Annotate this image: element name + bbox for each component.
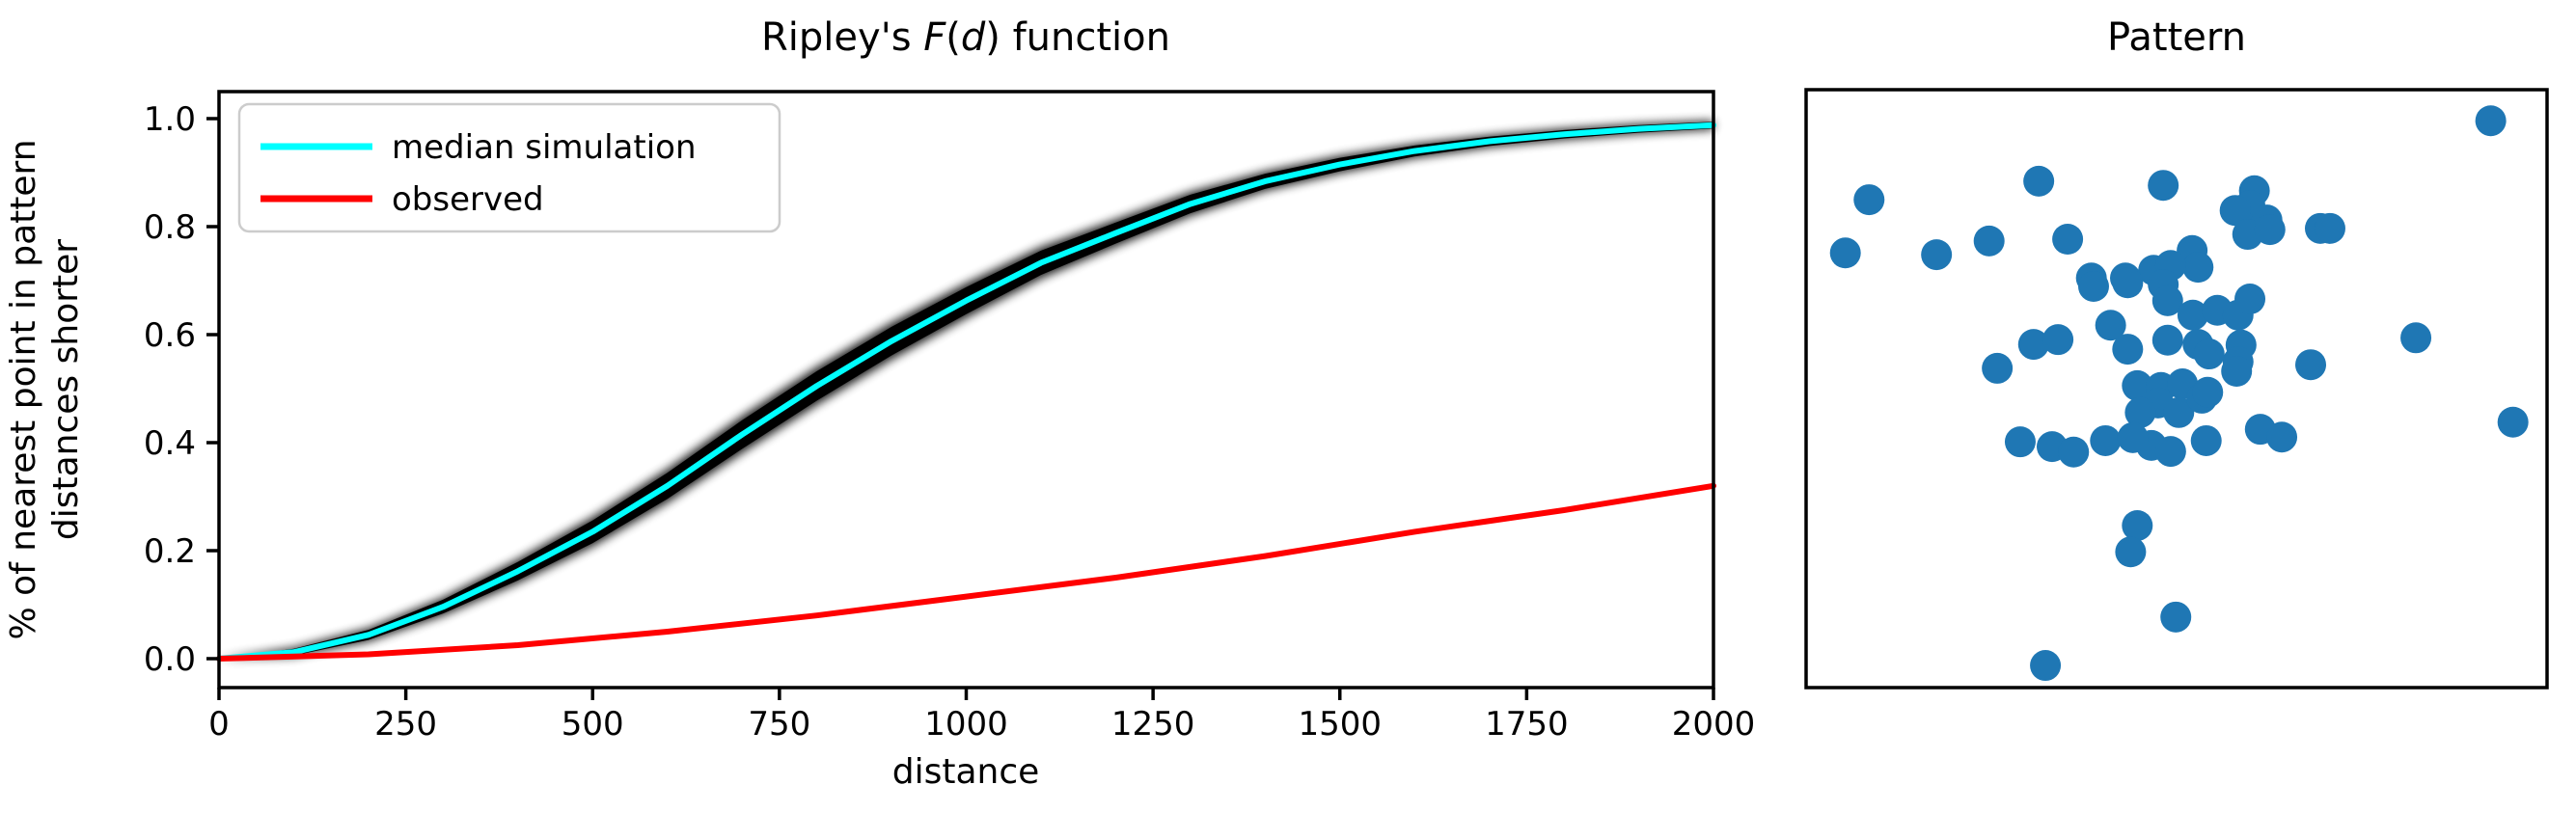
scatter-point bbox=[2497, 406, 2529, 438]
scatter-point bbox=[2190, 424, 2222, 456]
legend-entry-label: median simulation bbox=[392, 128, 697, 167]
y-axis-label-line-1: % of nearest point in pattern bbox=[4, 139, 43, 639]
scatter-point bbox=[2295, 349, 2327, 381]
scatter-point bbox=[2052, 224, 2084, 255]
y-axis: 0.0 0.2 0.4 0.6 0.8 1.0 bbox=[144, 100, 219, 679]
left-chart: 0 250 500 750 1000 1250 1500 1750 2000 0.0 0.2 0.4… bbox=[4, 15, 1755, 792]
scatter-point bbox=[2042, 324, 2074, 356]
scatter-point bbox=[2266, 421, 2298, 453]
x-tick-label: 750 bbox=[748, 705, 810, 744]
y-tick-label: 0.4 bbox=[144, 424, 196, 463]
x-tick-label: 250 bbox=[374, 705, 437, 744]
scatter-point bbox=[1973, 225, 2005, 257]
scatter-point bbox=[2314, 212, 2345, 244]
scatter-point bbox=[2148, 170, 2179, 202]
scatter-point bbox=[2177, 299, 2208, 331]
legend-entry-label: observed bbox=[392, 180, 544, 219]
scatter-point bbox=[2182, 252, 2214, 284]
scatter-point bbox=[1982, 352, 2014, 384]
scatter-point bbox=[2115, 536, 2147, 568]
scatter-point bbox=[2151, 324, 2183, 356]
scatter-point bbox=[2122, 369, 2153, 401]
scatter-point bbox=[2122, 509, 2153, 541]
y-axis-label-line-2: distances shorter bbox=[46, 239, 86, 540]
scatter-point bbox=[2124, 396, 2156, 428]
scatter-point bbox=[2112, 267, 2144, 299]
scatter-point bbox=[2475, 105, 2507, 137]
x-tick-label: 1750 bbox=[1485, 705, 1569, 744]
scatter-point bbox=[2160, 601, 2192, 633]
scatter-point bbox=[2023, 165, 2055, 197]
scatter-point bbox=[2058, 436, 2090, 468]
x-tick-label: 500 bbox=[562, 705, 624, 744]
left-chart-title: Ripley's F(d) function bbox=[761, 15, 1170, 60]
scatter-point bbox=[2154, 436, 2186, 468]
scatter-point bbox=[1921, 239, 1953, 271]
scatter-point bbox=[2219, 195, 2251, 227]
y-tick-label: 0.6 bbox=[144, 316, 196, 355]
y-tick-label: 0.8 bbox=[144, 208, 196, 247]
scatter-point bbox=[2254, 214, 2286, 246]
scatter-point bbox=[2163, 396, 2195, 428]
x-tick-label: 1500 bbox=[1298, 705, 1382, 744]
envelope-core-polygon bbox=[219, 122, 1713, 660]
scatter-point bbox=[2004, 426, 2036, 458]
legend: median simulation observed bbox=[237, 102, 781, 233]
right-chart-title: Pattern bbox=[2107, 15, 2246, 60]
simulation-envelope-band bbox=[219, 121, 1713, 660]
y-tick-label: 1.0 bbox=[144, 100, 196, 139]
scatter-point bbox=[2234, 284, 2266, 314]
y-tick-label: 0.0 bbox=[144, 640, 196, 679]
scatter-point bbox=[2192, 376, 2224, 408]
scatter-point bbox=[2095, 310, 2126, 341]
x-axis: 0 250 500 750 1000 1250 1500 1750 2000 bbox=[208, 688, 1755, 744]
scatter-point bbox=[2221, 356, 2253, 388]
legend-frame bbox=[237, 102, 781, 233]
scatter-point bbox=[2077, 270, 2109, 302]
x-tick-label: 1250 bbox=[1111, 705, 1195, 744]
scatter-point bbox=[1853, 184, 1885, 216]
x-tick-label: 0 bbox=[208, 705, 230, 744]
observed-line bbox=[216, 482, 1716, 662]
scatter-point bbox=[2193, 338, 2225, 370]
median-simulation-line bbox=[216, 122, 1716, 662]
y-tick-label: 0.2 bbox=[144, 532, 196, 571]
scatter-point bbox=[2400, 322, 2432, 354]
scatter-point bbox=[2030, 650, 2062, 682]
x-tick-label: 1000 bbox=[924, 705, 1008, 744]
right-chart: Pattern bbox=[1804, 15, 2549, 690]
scatter-point bbox=[2017, 329, 2049, 361]
scatter-points bbox=[1829, 105, 2529, 682]
scatter-point bbox=[2112, 334, 2144, 365]
x-tick-label: 2000 bbox=[1672, 705, 1756, 744]
scatter-point bbox=[1829, 237, 1861, 269]
x-axis-label: distance bbox=[892, 752, 1040, 792]
scatter-point bbox=[2117, 421, 2149, 453]
pattern-axes-frame bbox=[1804, 88, 2549, 690]
scatter-point bbox=[2151, 284, 2183, 316]
scatter-point bbox=[2090, 424, 2122, 456]
